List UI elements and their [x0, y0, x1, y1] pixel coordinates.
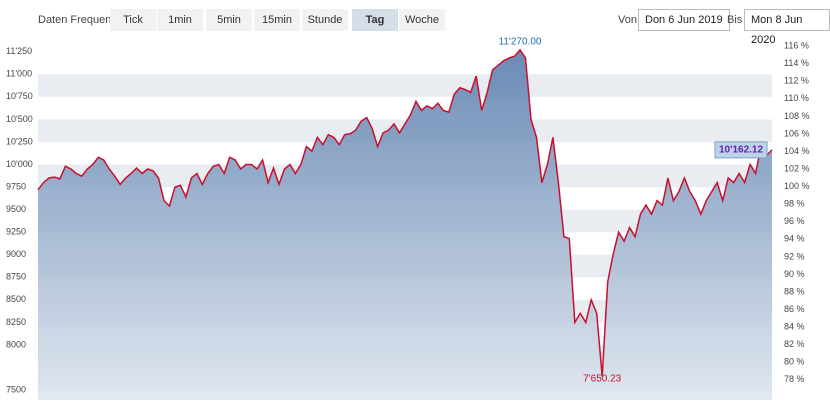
toolbar: Daten Frequenz Tick 1min 5min 15min Stunde Ta…	[0, 8, 830, 46]
line	[37, 48, 773, 377]
y-tick-label: 10'000	[6, 159, 33, 169]
y-tick-label: 8750	[6, 272, 26, 282]
y2-tick-label: 106 %	[784, 128, 810, 138]
frequency-button[interactable]: 15min	[254, 9, 300, 31]
frequency-button[interactable]: Woche	[399, 9, 445, 31]
from-date[interactable]: Don 6 Jun 2019	[638, 9, 730, 31]
frequency-button[interactable]: Stunde	[302, 9, 348, 31]
y-tick-label: 11'000	[6, 69, 32, 79]
frequency-button[interactable]: Tick	[110, 9, 156, 31]
y2-tick-label: 82 %	[784, 339, 805, 349]
y2-tick-label: 78 %	[784, 374, 805, 384]
y2-tick-label: 90 %	[784, 269, 805, 279]
y2-tick-label: 92 %	[784, 251, 805, 261]
y2-tick-label: 98 %	[784, 199, 805, 209]
y2-tick-label: 88 %	[784, 286, 805, 296]
y-tick-label: 8500	[6, 294, 26, 304]
y2-tick-label: 102 %	[784, 163, 810, 173]
y2-tick-label: 104 %	[784, 146, 810, 156]
y-tick-label: 10'750	[6, 91, 33, 101]
y2-tick-label: 96 %	[784, 216, 805, 226]
grid-band	[38, 74, 772, 97]
last-value-box	[714, 141, 768, 159]
y2-tick-label: 80 %	[784, 357, 805, 367]
y2-tick-label: 84 %	[784, 321, 805, 331]
y2-tick-label: 110 %	[784, 93, 809, 103]
y2-tick-label: 116 %	[784, 41, 809, 51]
y2-tick-label: 112 %	[784, 76, 809, 86]
y2-tick-label: 94 %	[784, 234, 805, 244]
y-tick-label: 9500	[6, 204, 26, 214]
y2-tick-label: 114 %	[784, 58, 809, 68]
area	[38, 49, 772, 401]
y-tick-label: 9000	[6, 249, 26, 259]
from-label: Von	[618, 14, 637, 26]
max-label: 11'270.00	[499, 37, 542, 48]
y-tick-label: 9750	[6, 181, 26, 191]
frequency-label: Daten Frequenz	[38, 14, 117, 26]
frequency-button[interactable]: Tag	[352, 9, 398, 31]
frequency-button[interactable]: 5min	[206, 9, 252, 31]
y2-tick-label: 100 %	[784, 181, 810, 191]
y-tick-label: 11'250	[6, 46, 32, 56]
y-tick-label: 9250	[6, 227, 26, 237]
y2-tick-label: 108 %	[784, 111, 810, 121]
y-tick-label: 10'250	[6, 136, 33, 146]
to-date[interactable]: Mon 8 Jun 2020	[744, 9, 830, 46]
frequency-button[interactable]: 1min	[157, 9, 203, 31]
last-value-label: 10'162.12	[719, 145, 764, 156]
y-tick-label: 8250	[6, 317, 26, 327]
min-label: 7'650.23	[583, 374, 621, 385]
y2-tick-label: 86 %	[784, 304, 805, 314]
to-label: Bis	[727, 14, 743, 26]
y-tick-label: 7500	[6, 384, 26, 394]
y-tick-label: 10'500	[6, 114, 33, 124]
y-tick-label: 8000	[6, 339, 26, 349]
